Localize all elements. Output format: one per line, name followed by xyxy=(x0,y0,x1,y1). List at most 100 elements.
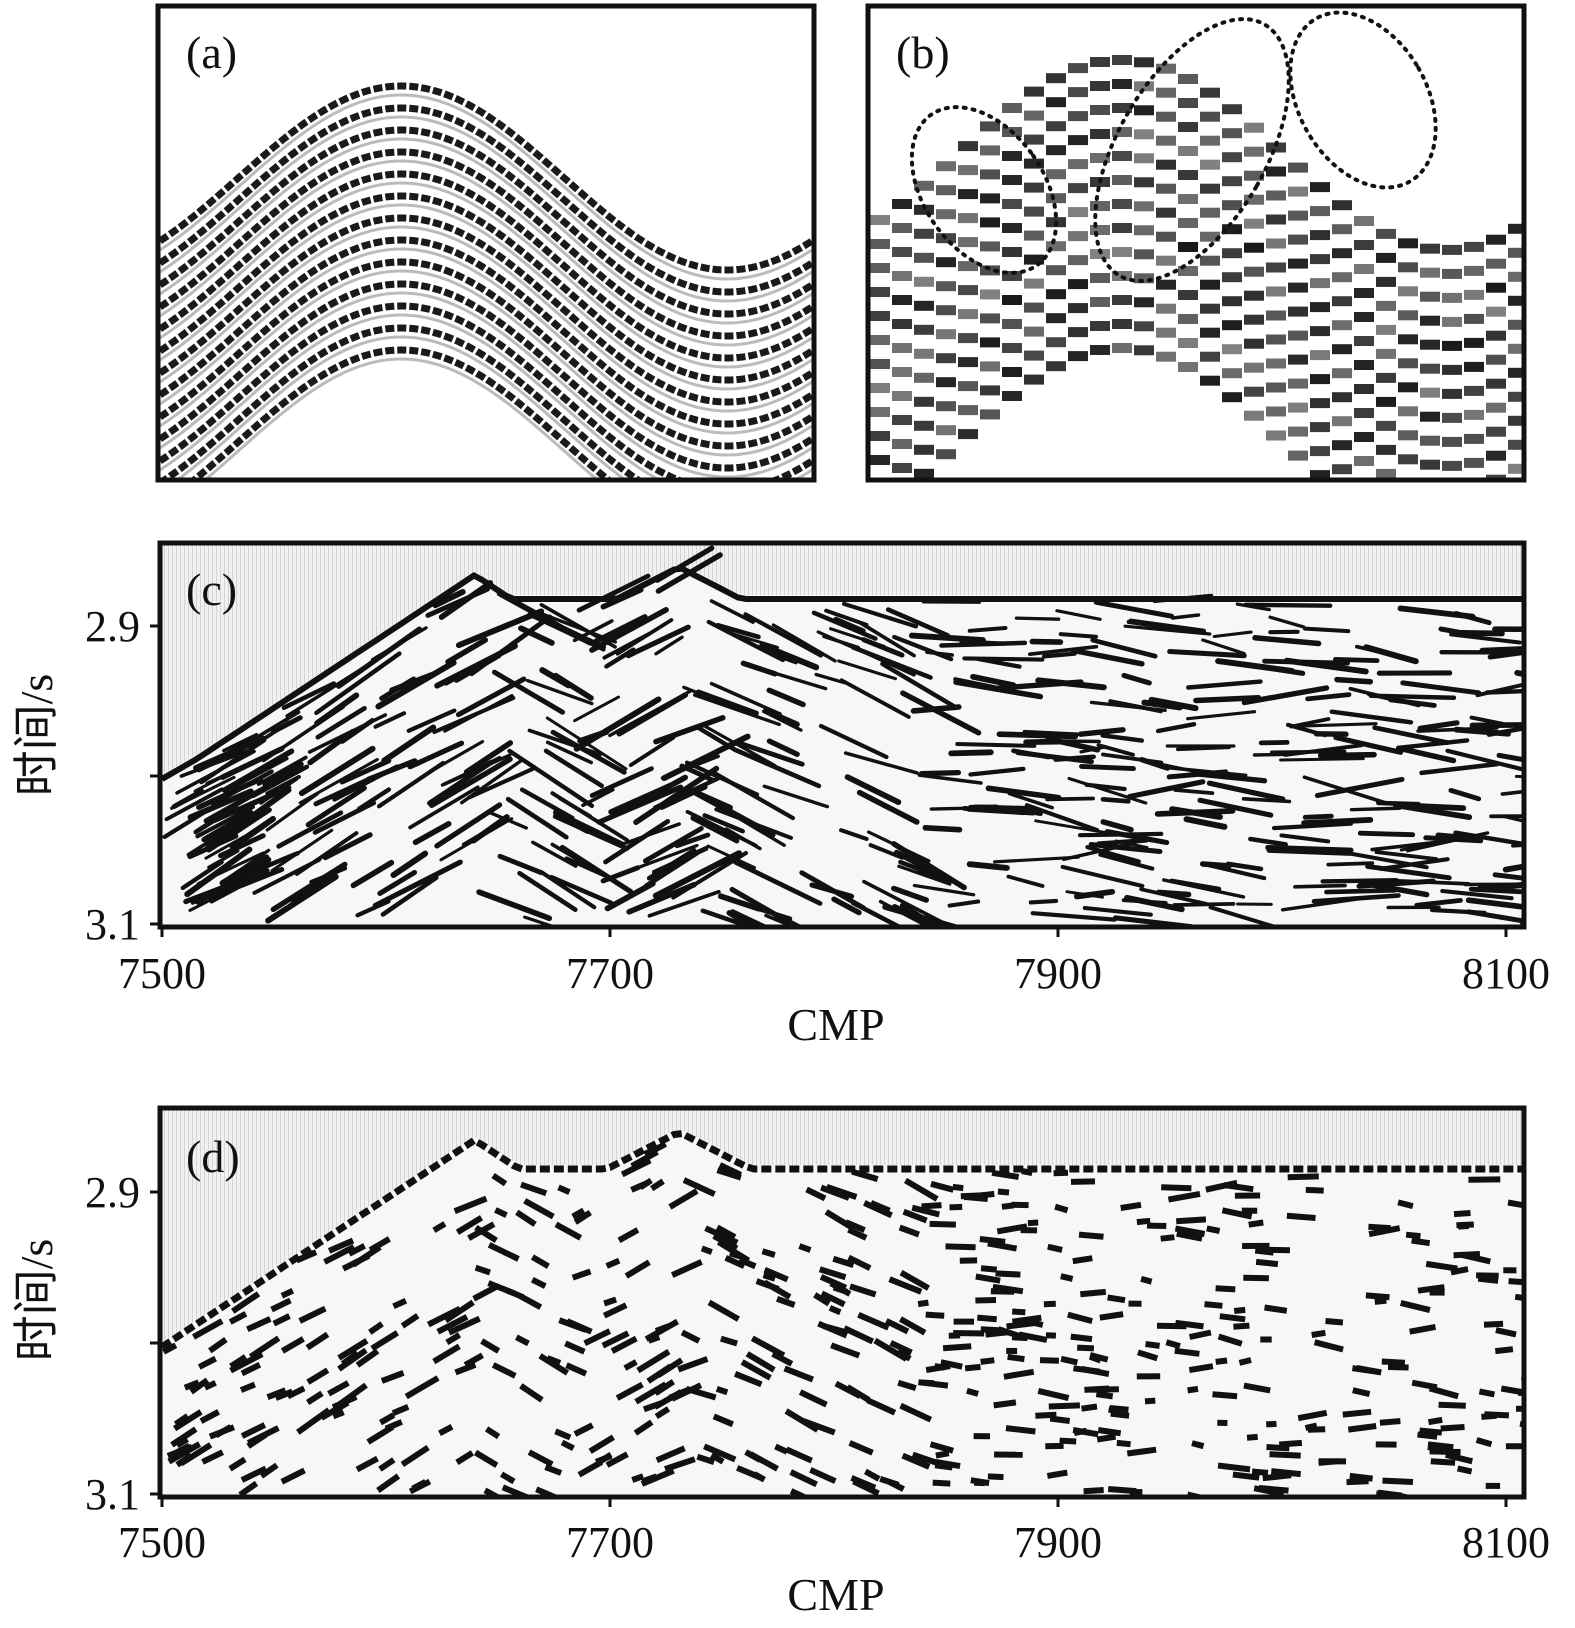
seismic-event xyxy=(785,1446,813,1464)
seismic-event xyxy=(776,1295,796,1308)
seismic-event xyxy=(341,1253,371,1272)
seismic-event xyxy=(935,1450,950,1459)
seismic-event xyxy=(930,1180,955,1193)
seismic-event xyxy=(1046,1469,1068,1479)
seismic-event xyxy=(1139,887,1209,906)
reflector-block xyxy=(1090,345,1110,355)
seismic-event xyxy=(280,1336,305,1354)
seismic-event xyxy=(729,909,767,925)
seismic-event xyxy=(368,1236,391,1253)
reflector-block xyxy=(1376,444,1396,455)
seismic-event xyxy=(1349,1472,1373,1482)
seismic-event xyxy=(581,787,615,808)
reflector-block xyxy=(1266,262,1286,273)
seismic-event xyxy=(434,802,503,849)
panel-b-label: (b) xyxy=(896,27,950,78)
reflector-block xyxy=(1134,273,1154,284)
seismic-event xyxy=(700,1245,713,1255)
seismic-event xyxy=(1225,861,1264,872)
reflector-block xyxy=(980,169,1000,180)
reflector-block xyxy=(1090,57,1110,67)
reflector-block xyxy=(1420,291,1440,302)
reflector-shadow xyxy=(160,159,812,347)
seismic-event xyxy=(1429,1448,1461,1455)
seismic-event xyxy=(229,815,276,850)
seismic-event xyxy=(1217,1462,1251,1473)
reflector-shadow xyxy=(204,357,598,478)
reflector-block xyxy=(1002,271,1022,281)
seismic-event xyxy=(1243,1274,1269,1282)
reflector-block xyxy=(1420,387,1440,398)
seismic-event xyxy=(720,1335,738,1347)
seismic-event xyxy=(571,1207,586,1220)
seismic-event xyxy=(270,861,348,913)
reflector-block xyxy=(1266,430,1286,441)
reflector-block xyxy=(1376,493,1396,503)
seismic-event xyxy=(539,870,597,910)
reflector-block xyxy=(1046,361,1066,372)
seismic-event xyxy=(1405,1231,1421,1240)
seismic-event xyxy=(1007,791,1054,810)
seismic-event xyxy=(628,843,699,873)
seismic-event xyxy=(903,1177,939,1202)
reflector-block xyxy=(1398,358,1418,369)
seismic-event xyxy=(1098,852,1155,871)
seismic-event xyxy=(315,705,367,740)
seismic-event xyxy=(1007,1353,1025,1363)
seismic-event xyxy=(1037,1387,1070,1402)
seismic-event xyxy=(1387,1364,1409,1371)
reflector-block xyxy=(892,199,912,209)
seismic-event xyxy=(863,1200,893,1219)
reflector-block xyxy=(1002,151,1022,161)
seismic-event xyxy=(323,1244,356,1265)
seismic-event xyxy=(1356,1364,1382,1376)
reflector-block xyxy=(1112,55,1132,65)
reflector-block xyxy=(1442,412,1462,423)
seismic-event xyxy=(187,833,239,860)
reflector-block xyxy=(1112,295,1132,305)
seismic-event xyxy=(917,773,983,785)
seismic-event xyxy=(668,1188,699,1210)
seismic-event xyxy=(573,696,662,752)
reflector-block xyxy=(1354,216,1374,226)
seismic-event xyxy=(274,1388,294,1401)
reflector-block xyxy=(914,420,934,431)
seismic-event xyxy=(643,1145,659,1157)
reflector-block xyxy=(1046,73,1066,84)
panel-d-ytick-label: 3.1 xyxy=(85,1470,140,1519)
reflector-block xyxy=(1222,344,1242,355)
seismic-event xyxy=(661,733,751,781)
seismic-event xyxy=(856,789,920,825)
seismic-event xyxy=(187,788,254,821)
seismic-event xyxy=(1519,920,1522,925)
reflector-block xyxy=(1156,63,1176,74)
seismic-event xyxy=(929,1220,956,1228)
reflector-block xyxy=(1332,368,1352,379)
reflector-block xyxy=(1508,295,1522,306)
seismic-event xyxy=(899,1269,930,1291)
reflector-block xyxy=(1376,300,1396,311)
seismic-event xyxy=(527,728,603,757)
seismic-event xyxy=(476,889,553,922)
seismic-event xyxy=(1484,688,1522,695)
reflector-block xyxy=(1046,313,1066,324)
reflector-block xyxy=(958,141,978,152)
reflector-block xyxy=(1222,368,1242,379)
reflector-block xyxy=(980,313,1000,324)
seismic-event xyxy=(339,758,392,785)
seismic-event xyxy=(554,1428,572,1441)
seismic-event xyxy=(1219,1313,1246,1323)
seismic-event xyxy=(718,1162,742,1178)
seismic-event xyxy=(642,826,704,864)
seismic-event xyxy=(1501,814,1522,823)
reflector-block xyxy=(1442,316,1462,327)
seismic-event xyxy=(162,1342,178,1355)
reflector-block xyxy=(1266,166,1286,177)
seismic-event xyxy=(1374,1297,1387,1305)
reflector-block xyxy=(1134,57,1154,68)
reflector-block xyxy=(1398,430,1418,441)
seismic-event xyxy=(573,695,620,723)
reflector-block xyxy=(1134,345,1154,356)
seismic-event xyxy=(1121,898,1168,905)
seismic-event xyxy=(356,787,392,812)
